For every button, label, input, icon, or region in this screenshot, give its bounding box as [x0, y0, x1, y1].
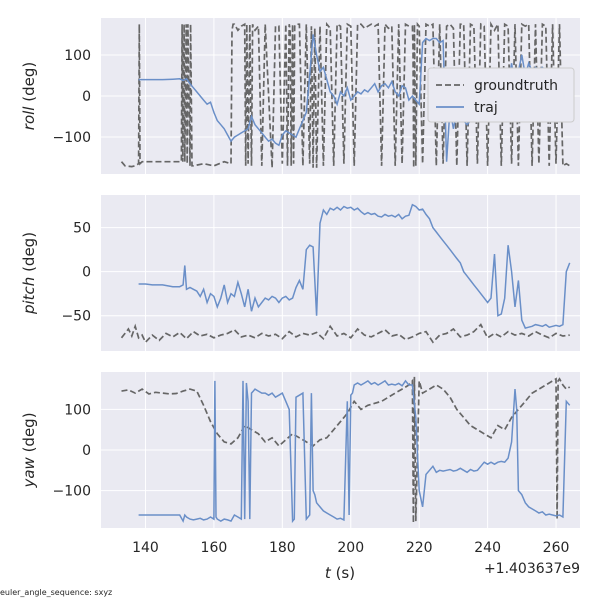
y-axis-label: pitch (deg): [20, 232, 38, 315]
legend-label-traj: traj: [474, 100, 498, 116]
series-traj-line: [138, 379, 571, 524]
x-tick-label: 160: [201, 540, 228, 556]
y-tick-label: 100: [64, 48, 91, 64]
legend: groundtruth traj: [427, 67, 575, 123]
x-tick-label: 240: [474, 540, 501, 556]
x-tick-label: 200: [337, 540, 364, 556]
legend-box: [427, 67, 575, 123]
y-tick-label: 100: [64, 402, 91, 418]
series-groundtruth-line: [120, 323, 570, 344]
series-traj-line: [138, 203, 571, 329]
roll-subplot: 100 0 −100 roll (deg) groundtruth traj: [20, 18, 580, 174]
series-groundtruth-line: [120, 21, 571, 168]
x-offset-label: +1.403637e9: [484, 561, 580, 577]
grid: [101, 195, 580, 351]
legend-label-groundtruth: groundtruth: [474, 78, 558, 94]
plot-area: [101, 195, 580, 351]
x-axis-label: t (s): [325, 564, 355, 582]
y-tick-label: −100: [53, 484, 91, 500]
yaw-subplot: 100 0 −100 140 160 180 200 220 240 260 yaw (deg): [20, 372, 580, 556]
y-tick-label: 0: [82, 89, 91, 105]
x-tick-label: 180: [269, 540, 296, 556]
x-tick-label: 220: [406, 540, 433, 556]
y-axis-label: roll (deg): [20, 62, 38, 130]
pitch-subplot: 50 0 −50 pitch (deg): [20, 195, 580, 351]
y-axis-label: yaw (deg): [20, 412, 38, 488]
y-tick-label: 0: [82, 443, 91, 459]
y-tick-label: −50: [61, 309, 91, 325]
y-tick-label: −100: [53, 130, 91, 146]
euler-sequence-note: euler_angle_sequence: sxyz: [0, 588, 113, 597]
x-tick-label: 260: [543, 540, 570, 556]
x-tick-label: 140: [132, 540, 159, 556]
y-tick-label: 50: [73, 221, 91, 237]
y-tick-label: 0: [82, 265, 91, 281]
